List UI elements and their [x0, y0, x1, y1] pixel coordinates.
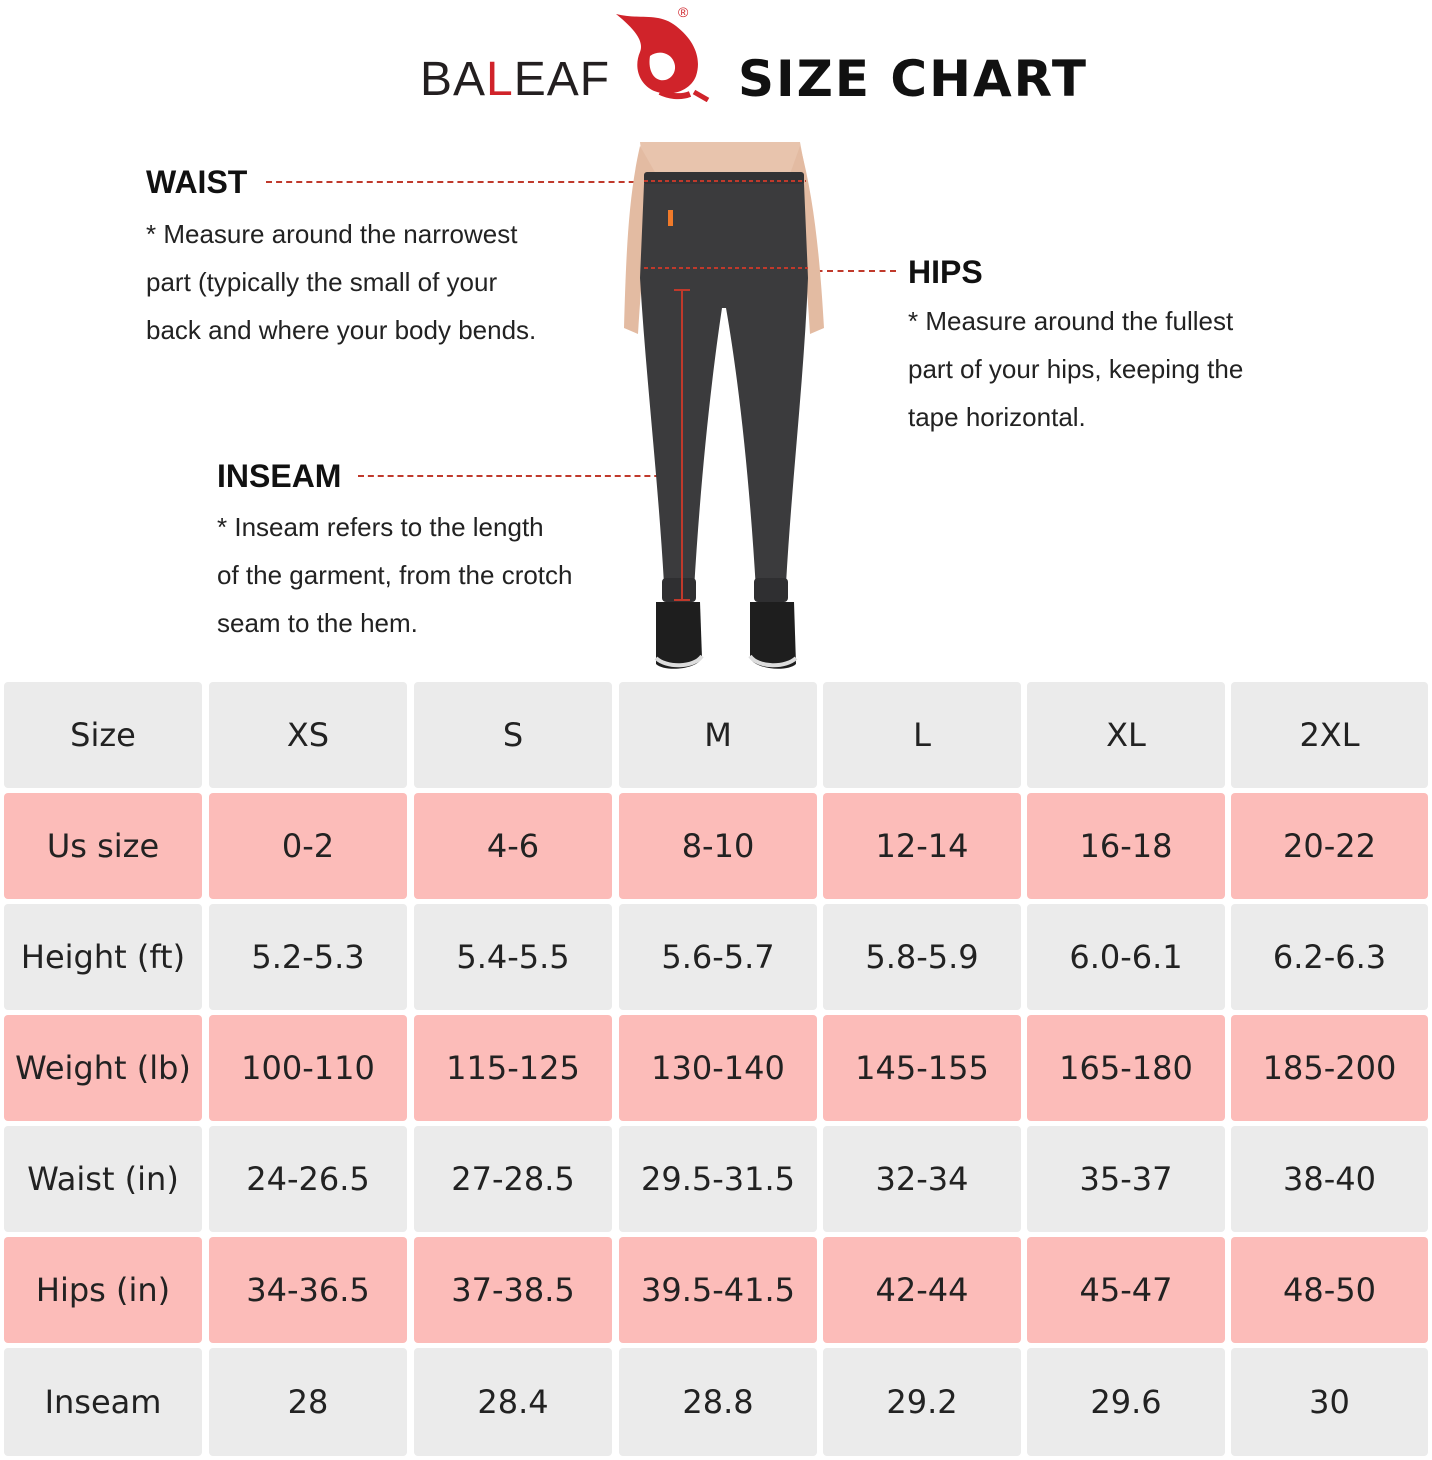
table-cell: 100-110	[209, 1015, 407, 1121]
brand-text-suffix: EAF	[513, 53, 611, 106]
table-cell: 130-140	[619, 1015, 817, 1121]
table-cell: 28	[209, 1348, 407, 1456]
table-cell: 12-14	[823, 793, 1021, 899]
hips-heading: HIPS	[908, 254, 983, 290]
brand-text-mid: L	[486, 53, 514, 106]
table-header-cell: L	[823, 682, 1021, 788]
table-cell: 34-36.5	[209, 1237, 407, 1343]
table-cell: 145-155	[823, 1015, 1021, 1121]
table-cell: 30	[1231, 1348, 1428, 1456]
table-cell: 29.6	[1027, 1348, 1225, 1456]
table-header-cell: Size	[4, 682, 202, 788]
table-header-cell: M	[619, 682, 817, 788]
inseam-leader-line	[358, 475, 680, 477]
table-cell: 38-40	[1231, 1126, 1428, 1232]
waist-desc-line: * Measure around the narrowest	[146, 219, 518, 249]
table-cell: 37-38.5	[414, 1237, 612, 1343]
table-cell: 39.5-41.5	[619, 1237, 817, 1343]
table-cell: 5.2-5.3	[209, 904, 407, 1010]
table-cell: 28.4	[414, 1348, 612, 1456]
brand-wordmark: BALEAF	[420, 52, 610, 107]
inseam-desc-line: of the garment, from the crotch	[217, 560, 573, 590]
table-cell: 5.6-5.7	[619, 904, 817, 1010]
table-row-label: Us size	[4, 793, 202, 899]
hips-leader-line	[806, 270, 896, 272]
table-cell: 16-18	[1027, 793, 1225, 899]
table-cell: 29.5-31.5	[619, 1126, 817, 1232]
table-header-cell: XS	[209, 682, 407, 788]
table-cell: 35-37	[1027, 1126, 1225, 1232]
table-cell: 29.2	[823, 1348, 1021, 1456]
table-cell: 20-22	[1231, 793, 1428, 899]
hips-desc-line: part of your hips, keeping the	[908, 354, 1244, 384]
table-header-cell: XL	[1027, 682, 1225, 788]
hips-desc-line: tape horizontal.	[908, 402, 1086, 432]
table-cell: 45-47	[1027, 1237, 1225, 1343]
table-cell: 32-34	[823, 1126, 1021, 1232]
table-cell: 48-50	[1231, 1237, 1428, 1343]
hips-desc-line: * Measure around the fullest	[908, 306, 1234, 336]
table-cell: 5.4-5.5	[414, 904, 612, 1010]
model-pants-figure	[624, 142, 824, 669]
inseam-heading: INSEAM	[217, 458, 342, 494]
registered-mark: ®	[678, 4, 689, 20]
table-row-label: Inseam	[4, 1348, 202, 1456]
table-cell: 0-2	[209, 793, 407, 899]
inseam-desc-line: * Inseam refers to the length	[217, 512, 544, 542]
table-cell: 4-6	[414, 793, 612, 899]
table-cell: 28.8	[619, 1348, 817, 1456]
table-cell: 8-10	[619, 793, 817, 899]
waist-desc-line: part (typically the small of your	[146, 267, 498, 297]
table-cell: 6.0-6.1	[1027, 904, 1225, 1010]
page-title: SIZE CHART	[738, 50, 1089, 108]
hips-description: * Measure around the fullest part of you…	[908, 297, 1243, 441]
waist-description: * Measure around the narrowest part (typ…	[146, 210, 536, 354]
table-row-label: Hips (in)	[4, 1237, 202, 1343]
brand-text-prefix: BA	[420, 53, 487, 106]
table-cell: 185-200	[1231, 1015, 1428, 1121]
table-row-label: Waist (in)	[4, 1126, 202, 1232]
baleaf-leaf-logo-icon	[616, 14, 710, 102]
waist-leader-line	[266, 181, 806, 183]
table-cell: 24-26.5	[209, 1126, 407, 1232]
waist-heading: WAIST	[146, 164, 248, 200]
table-cell: 5.8-5.9	[823, 904, 1021, 1010]
table-cell: 27-28.5	[414, 1126, 612, 1232]
table-cell: 42-44	[823, 1237, 1021, 1343]
inseam-description: * Inseam refers to the length of the gar…	[217, 503, 573, 647]
table-cell: 6.2-6.3	[1231, 904, 1428, 1010]
waist-desc-line: back and where your body bends.	[146, 315, 537, 345]
table-cell: 165-180	[1027, 1015, 1225, 1121]
table-header-cell: 2XL	[1231, 682, 1428, 788]
table-cell: 115-125	[414, 1015, 612, 1121]
table-header-cell: S	[414, 682, 612, 788]
inseam-desc-line: seam to the hem.	[217, 608, 418, 638]
table-row-label: Weight (lb)	[4, 1015, 202, 1121]
table-row-label: Height (ft)	[4, 904, 202, 1010]
